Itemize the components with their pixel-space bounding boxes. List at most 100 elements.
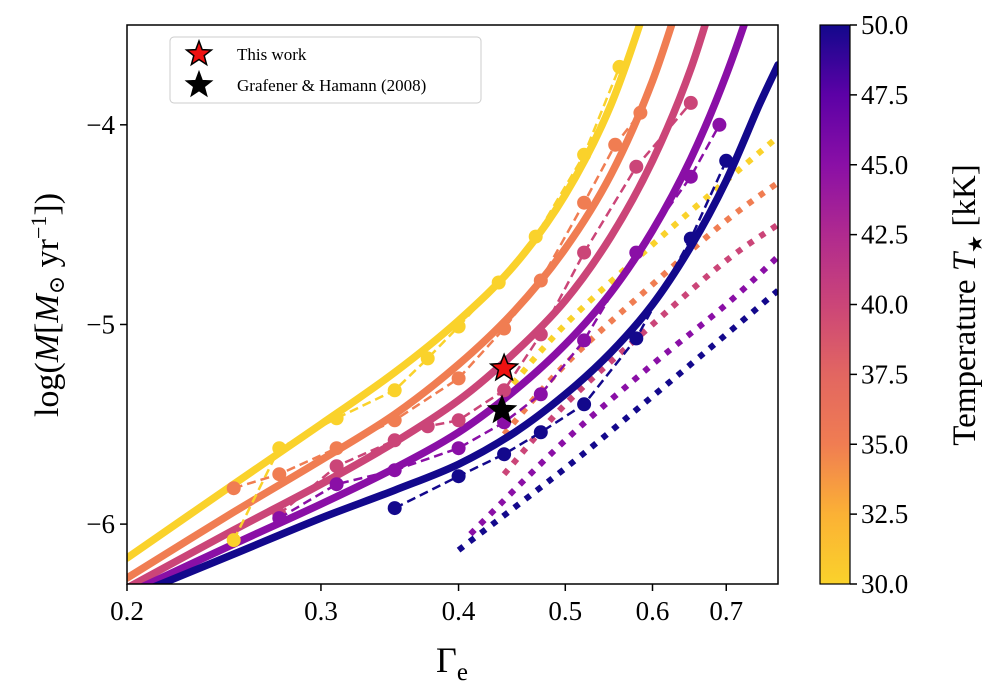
model-point: [683, 169, 698, 184]
model-point: [533, 327, 548, 342]
model-point: [226, 533, 241, 548]
model-point: [272, 467, 287, 482]
model-line-45kK: [278, 124, 721, 520]
y-tick-label: −6: [86, 509, 115, 539]
y-axis-title-close: ]): [29, 193, 66, 216]
plot-frame: [126, 24, 779, 585]
wind-curve-30kK: [501, 134, 778, 397]
model-point: [608, 137, 623, 152]
colorbar-title-symbol: T: [947, 250, 983, 271]
colorbar-tick-label: 45.0: [861, 150, 908, 180]
x-axis-title-main: Γ: [436, 640, 457, 680]
model-point: [577, 333, 592, 348]
y-axis-title: log(M[M⊙ yr−1]): [26, 193, 69, 417]
model-point: [272, 441, 287, 456]
legend-box: [169, 36, 482, 104]
legend-star-icon: [184, 38, 214, 67]
model-point: [451, 441, 466, 456]
y-tick-label: −5: [86, 309, 115, 339]
x-axis-title: Γe: [436, 640, 468, 686]
colorbar-gradient: [819, 24, 851, 585]
colorbar: 30.0 32.5 35.0 37.5 40.0 42.5 45.0 47.5 50.0 Tem…: [819, 10, 987, 599]
model-point: [329, 477, 344, 492]
x-tick-label: 0.3: [304, 596, 338, 626]
colorbar-tick-label: 37.5: [861, 359, 908, 389]
colorbar-tick-label: 35.0: [861, 429, 908, 459]
legend-label: This work: [237, 45, 307, 64]
model-point: [451, 469, 466, 484]
y-tick-label: −4: [86, 110, 115, 140]
colorbar-title-unit: [kK]: [947, 164, 983, 235]
model-point: [420, 419, 435, 434]
model-point: [629, 331, 644, 346]
model-point: [533, 273, 548, 288]
model-point: [329, 441, 344, 456]
model-point: [612, 59, 627, 74]
y-axis-title-exponent: −1: [26, 216, 51, 239]
model-point: [420, 351, 435, 366]
model-line-50kK: [394, 160, 728, 510]
plot-area: [127, 25, 778, 584]
model-point: [629, 159, 644, 174]
x-tick-label: 0.2: [110, 596, 144, 626]
y-axis-title-mdot: M: [29, 332, 66, 363]
fit-curve-35kK: [127, 25, 676, 582]
fit-curve-45kK: [139, 25, 748, 584]
legend-label: Grafener & Hamann (2008): [237, 76, 426, 95]
model-point: [683, 95, 698, 110]
model-point: [533, 425, 548, 440]
model-point: [533, 387, 548, 402]
x-axis-title-sub: e: [457, 659, 468, 686]
model-line-35kK: [233, 112, 642, 490]
model-point: [712, 117, 727, 132]
model-point: [528, 229, 543, 244]
model-point: [387, 463, 402, 478]
model-point: [629, 245, 644, 260]
model-point: [451, 319, 466, 334]
model-point: [577, 245, 592, 260]
model-point: [387, 383, 402, 398]
fit-curve-30kK: [127, 25, 644, 562]
model-point: [329, 411, 344, 426]
y-axis-title-bracket: [: [29, 323, 66, 334]
y-axis-title-prefix: log(: [29, 362, 66, 417]
star-marker: [486, 394, 518, 424]
y-axis-title-msun: M: [29, 293, 66, 324]
model-point: [577, 147, 592, 162]
model-point: [633, 105, 648, 120]
colorbar-tick-label: 40.0: [861, 290, 908, 320]
x-tick-label: 0.7: [709, 596, 743, 626]
model-point: [451, 371, 466, 386]
wind-curve-45kK: [468, 254, 778, 537]
star-marker: [488, 352, 520, 382]
colorbar-tick-label: 30.0: [861, 569, 908, 599]
x-tick-label: 0.5: [548, 596, 582, 626]
model-point: [577, 397, 592, 412]
model-point: [497, 447, 512, 462]
y-axis-title-sun: ⊙: [44, 276, 69, 294]
x-tick-label: 0.4: [442, 596, 476, 626]
model-point: [719, 153, 734, 168]
colorbar-tick-label: 42.5: [861, 220, 908, 250]
model-point: [491, 275, 506, 290]
model-point: [497, 321, 512, 336]
model-point: [577, 195, 592, 210]
legend: This work Grafener & Hamann (2008): [169, 36, 482, 104]
colorbar-tick-label: 32.5: [861, 499, 908, 529]
axes: 0.2 0.3 0.4 0.5 0.6 0.7 −6 −5 −4: [86, 110, 743, 626]
colorbar-title-sub: ★: [965, 235, 987, 253]
model-point: [272, 511, 287, 526]
colorbar-tick-label: 47.5: [861, 80, 908, 110]
model-point: [387, 433, 402, 448]
colorbar-title-prefix: Temperature: [947, 271, 983, 446]
model-point: [387, 413, 402, 428]
y-axis-title-unit: yr: [29, 238, 66, 276]
model-point: [387, 501, 402, 516]
colorbar-tick-label: 50.0: [861, 10, 908, 40]
model-line-40kK: [278, 102, 692, 516]
model-point: [683, 231, 698, 246]
model-line-30kK: [232, 66, 621, 541]
colorbar-title: Temperature T★ [kK]: [947, 164, 987, 445]
x-tick-label: 0.6: [636, 596, 670, 626]
